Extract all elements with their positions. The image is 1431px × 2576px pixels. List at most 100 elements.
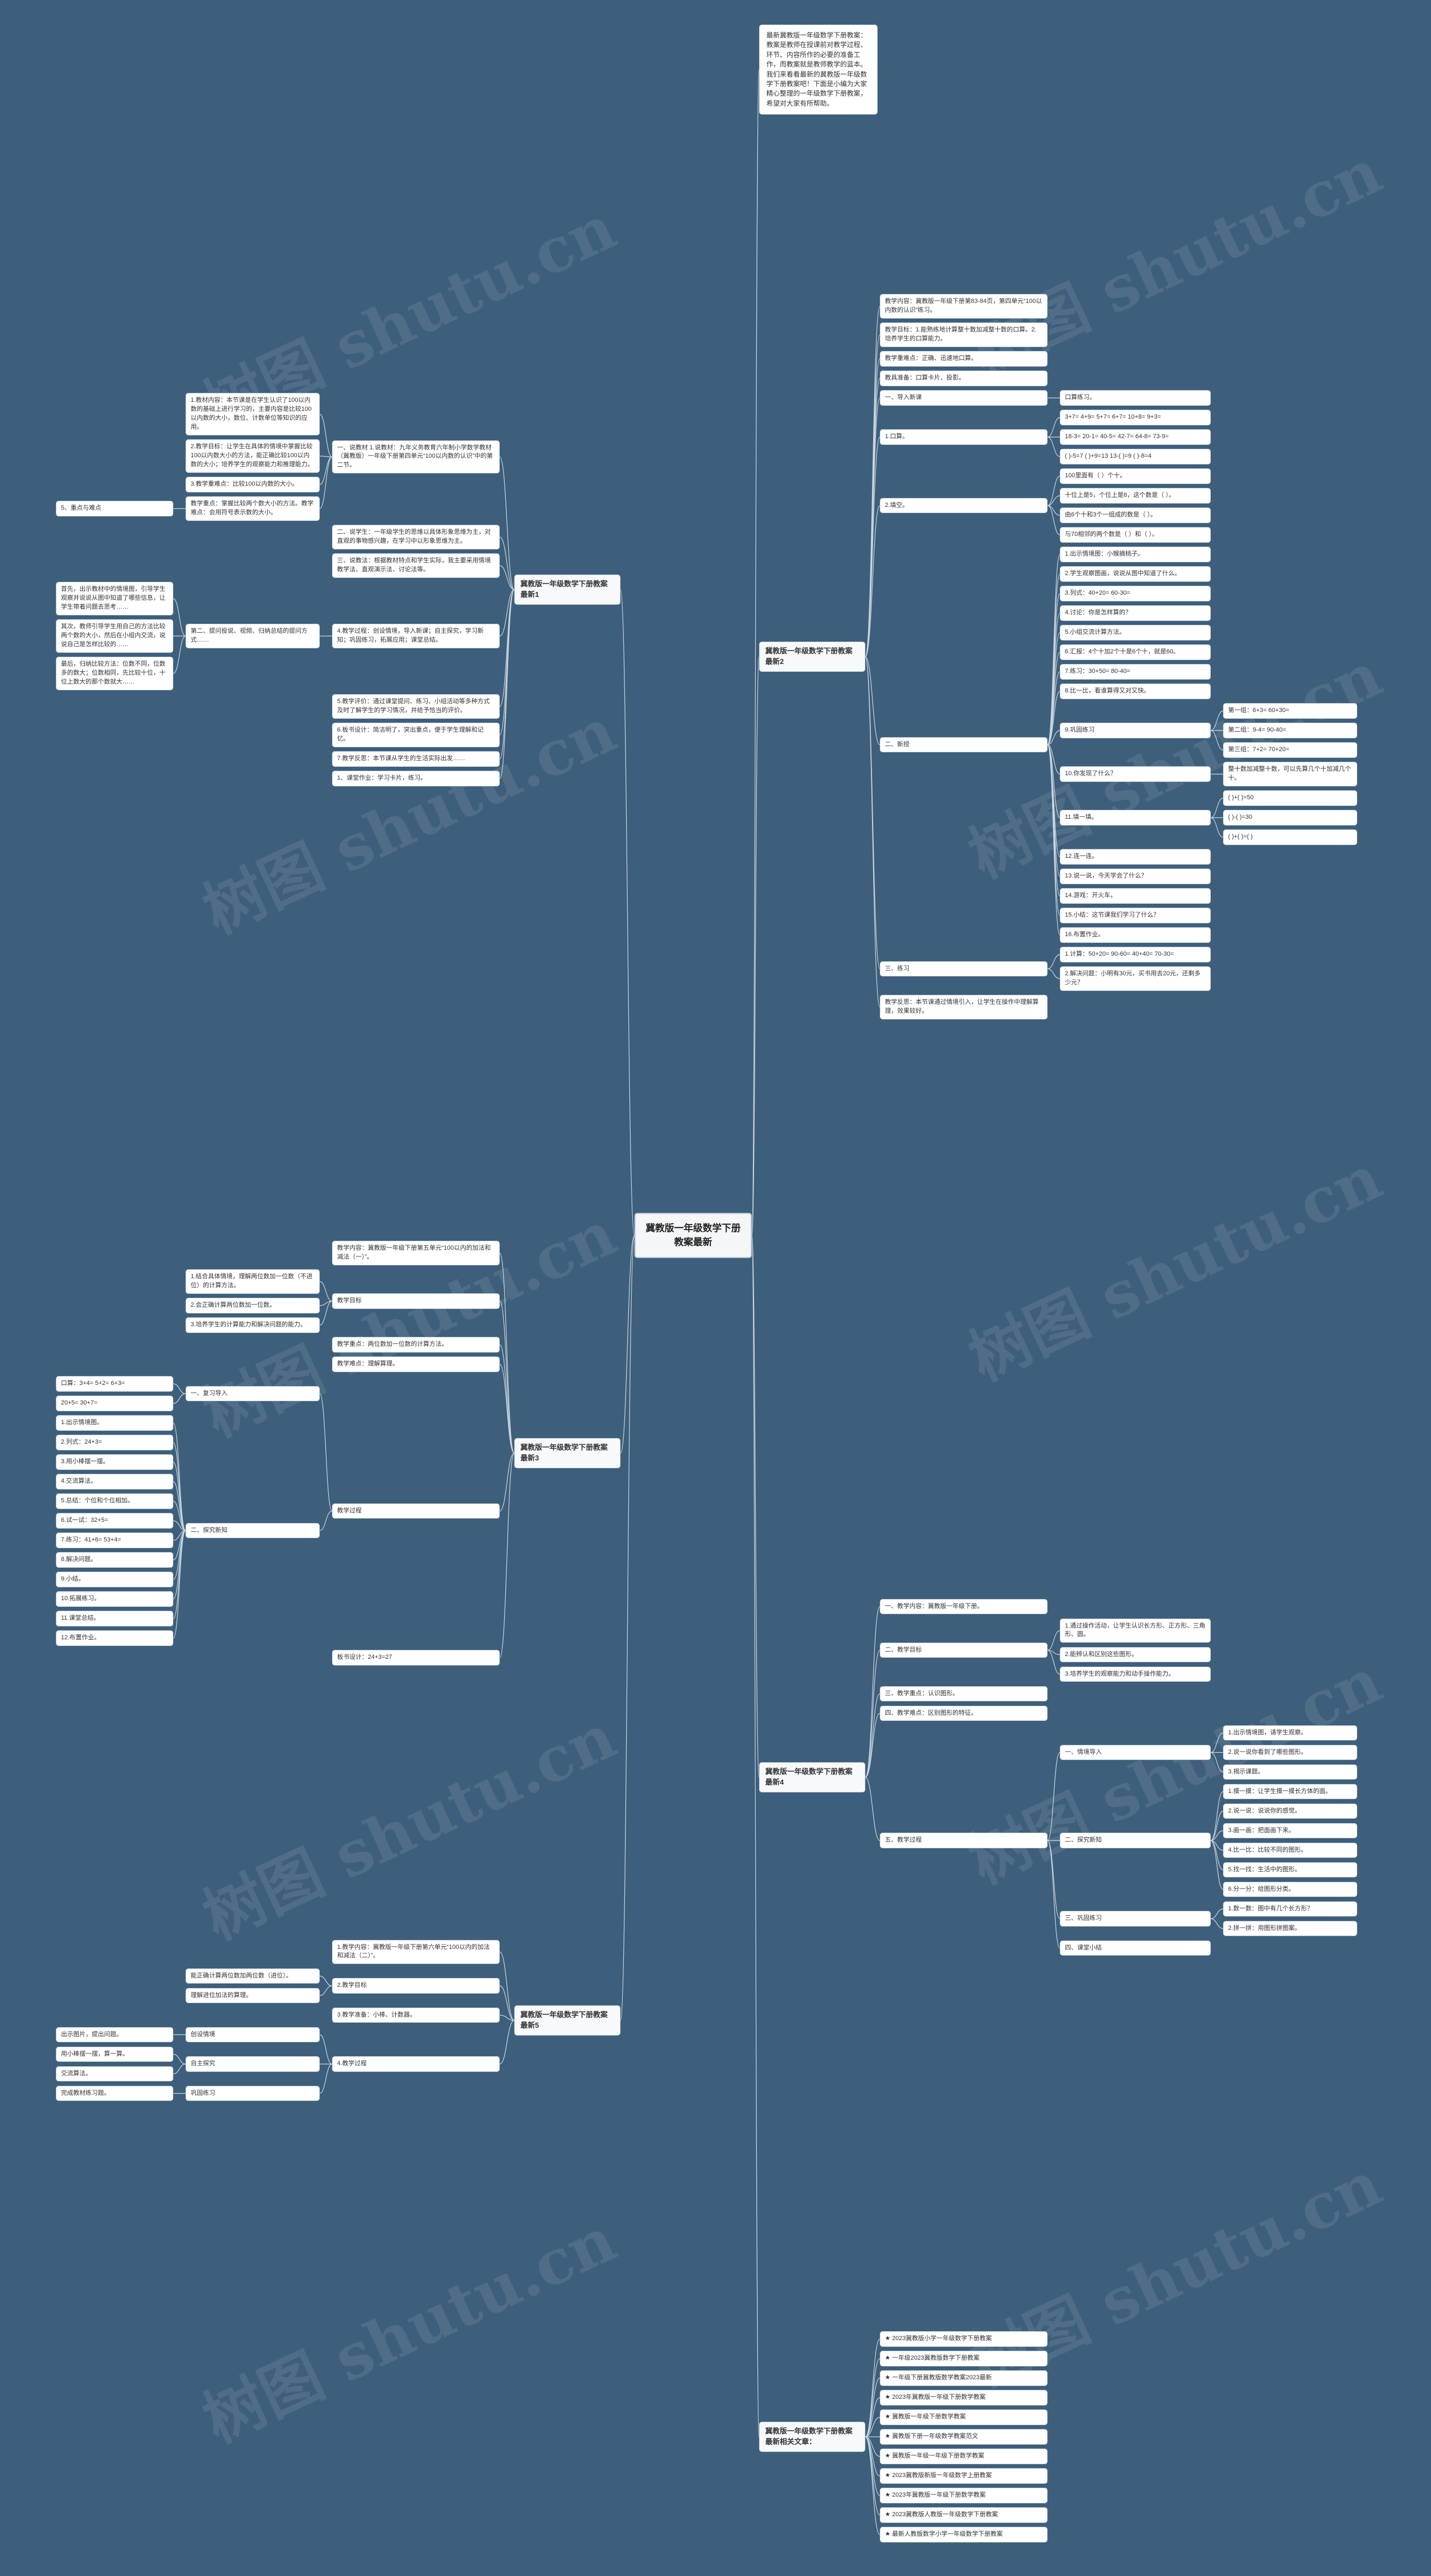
topic-node[interactable]: ★ 2023年冀教版一年级下册数学教案 — [880, 2488, 1048, 2503]
subtopic-node[interactable]: 10.拓展练习。 — [56, 1591, 173, 1607]
topic-node[interactable]: ★ 冀教版一年级下册数学教案 — [880, 2409, 1048, 2425]
subtopic-node[interactable]: 一、复习导入 — [186, 1386, 320, 1402]
subtopic-node[interactable]: 其次，教师引导学生用自己的方法比较两个数的大小，然后在小组内交流，说说自己是怎样… — [56, 619, 173, 653]
branch-topic-1[interactable]: 冀教版一年级数学下册教案最新1 — [514, 575, 620, 605]
subtopic-node[interactable]: 第二、提问投说、视频、归纳总结的提问方式…… — [186, 624, 320, 648]
subtopic-node[interactable]: 3.揭示课题。 — [1223, 1764, 1357, 1780]
subtopic-node[interactable]: 用小棒摆一摆，算一算。 — [56, 2046, 173, 2062]
subtopic-node[interactable]: 11.填一填。 — [1060, 810, 1211, 826]
subtopic-node[interactable]: 首先，出示教材中的情境图，引导学生观察并说说从图中知道了哪些信息，让学生带着问题… — [56, 582, 173, 615]
subtopic-node[interactable]: 3.培养学生的计算能力和解决问题的能力。 — [186, 1317, 320, 1333]
subtopic-node[interactable]: 1.计算：50+20= 90-60= 40+40= 70-30= — [1060, 947, 1211, 962]
subtopic-node[interactable]: 1.出示情境图，请学生观察。 — [1223, 1725, 1357, 1741]
subtopic-node[interactable]: 2.会正确计算两位数加一位数。 — [186, 1298, 320, 1313]
topic-node[interactable]: 教学难点：理解算理。 — [332, 1356, 500, 1372]
subtopic-node[interactable]: 6.试一试：32+5= — [56, 1513, 173, 1529]
topic-node[interactable]: 1.教学内容：冀教版一年级下册第六单元“100以内的加法和减法（二）”。 — [332, 1939, 500, 1965]
topic-node[interactable]: ★ 2023冀教版小学一年级数学下册教案 — [880, 2331, 1048, 2347]
subtopic-node[interactable]: 3.画一画：把面画下来。 — [1223, 1823, 1357, 1839]
subtopic-node[interactable]: 14.游戏：开火车。 — [1060, 888, 1211, 904]
topic-node[interactable]: 教具准备：口算卡片、投影。 — [880, 371, 1048, 386]
subtopic-node[interactable]: 18-3= 20-1= 40-5= 42-7= 64-8= 73-9= — [1060, 429, 1211, 445]
topic-node[interactable]: 5.教学评价：通过课堂提问、练习、小组活动等多种方式及时了解学生的学习情况，并给… — [332, 694, 500, 719]
subtopic-node[interactable]: 口算：3+4= 5+2= 6+3= — [56, 1376, 173, 1392]
subtopic-node[interactable]: 四、课堂小结 — [1060, 1940, 1211, 1956]
subtopic-node[interactable]: 9.巩固练习 — [1060, 723, 1211, 738]
subtopic-node[interactable]: 7.练习：41+6= 53+4= — [56, 1533, 173, 1548]
subtopic-node[interactable]: 12.布置作业。 — [56, 1630, 173, 1646]
topic-node[interactable]: 四、教学难点：区别图形的特征。 — [880, 1705, 1048, 1721]
subtopic-node[interactable]: 整十数加减整十数，可以先算几个十加减几个十。 — [1223, 762, 1357, 786]
topic-node[interactable]: 二、说学生：一年级学生的思维以具体形象思维为主，对直观的事物感兴趣，在学习中以形… — [332, 525, 500, 549]
subtopic-node[interactable]: 出示图片，提出问题。 — [56, 2027, 173, 2043]
subtopic-node[interactable]: 7.练习：30+50= 80-40= — [1060, 664, 1211, 680]
topic-node[interactable]: 3.教学准备：小棒、计数器。 — [332, 2007, 500, 2023]
subtopic-node[interactable]: 6.汇报：4个十加2个十是6个十，就是60。 — [1060, 644, 1211, 660]
subtopic-node[interactable]: 5.找一找：生活中的图形。 — [1223, 1862, 1357, 1878]
subtopic-node[interactable]: 由6个十和3个一组成的数是（ ）。 — [1060, 507, 1211, 523]
topic-node[interactable]: 五、教学过程 — [880, 1833, 1048, 1848]
subtopic-node[interactable]: ( )-5=7 ( )+9=13 13-( )=9 ( )-8=4 — [1060, 449, 1211, 464]
root-topic[interactable]: 冀教版一年级数学下册教案最新 — [634, 1213, 752, 1259]
topic-node[interactable]: 6.板书设计：简洁明了，突出重点，便于学生理解和记忆。 — [332, 723, 500, 747]
subtopic-node[interactable]: 10.你发现了什么？ — [1060, 766, 1211, 782]
topic-node[interactable]: ★ 冀教版下册一年级数学教案范文 — [880, 2429, 1048, 2445]
subtopic-node[interactable]: 3.用小棒摆一摆。 — [56, 1454, 173, 1470]
subtopic-node[interactable]: 创设情境 — [186, 2027, 320, 2043]
subtopic-node[interactable]: 第一组：6+3= 60+30= — [1223, 703, 1357, 719]
subtopic-node[interactable]: 9.小结。 — [56, 1572, 173, 1587]
subtopic-node[interactable]: 2.拼一拼：用图形拼图案。 — [1223, 1920, 1357, 1937]
branch-topic-4[interactable]: 冀教版一年级数学下册教案最新4 — [759, 1762, 865, 1792]
subtopic-node[interactable]: 2.列式：24+3= — [56, 1435, 173, 1450]
topic-node[interactable]: 二、教学目标 — [880, 1642, 1048, 1658]
subtopic-node[interactable]: 理解进位加法的算理。 — [186, 1987, 320, 2004]
topic-node[interactable]: 2.教学目标 — [332, 1978, 500, 1994]
subtopic-node[interactable]: 8.比一比，看谁算得又对又快。 — [1060, 684, 1211, 699]
subtopic-node[interactable]: 1.结合具体情境，理解两位数加一位数（不进位）的计算方法。 — [186, 1269, 320, 1294]
subtopic-node[interactable]: 完成教材练习题。 — [56, 2085, 173, 2101]
subtopic-node[interactable]: ( )+( )=( ) — [1223, 829, 1357, 845]
subtopic-node[interactable]: 20+5= 30+7= — [56, 1396, 173, 1411]
subtopic-node[interactable]: 2.能辨认和区别这些图形。 — [1060, 1647, 1211, 1663]
subtopic-node[interactable]: 100里面有（ ）个十。 — [1060, 468, 1211, 484]
subtopic-node[interactable]: 16.布置作业。 — [1060, 927, 1211, 943]
subtopic-node[interactable]: 3+7= 4+9= 5+7= 6+7= 10+8= 9+3= — [1060, 410, 1211, 425]
subtopic-node[interactable]: 5.小组交流计算方法。 — [1060, 625, 1211, 641]
subtopic-node[interactable]: 3.列式：40+20= 60-30= — [1060, 586, 1211, 601]
subtopic-node[interactable]: 能正确计算两位数加两位数（进位）。 — [186, 1968, 320, 1984]
subtopic-node[interactable]: 5、重点与难点 — [56, 501, 173, 516]
subtopic-node[interactable]: 1.摸一摸：让学生摸一摸长方体的面。 — [1223, 1783, 1357, 1800]
topic-node[interactable]: 二、新授 — [880, 737, 1048, 753]
topic-node[interactable]: 一、说教材 1.说教材：九年义务教育六年制小学数学教材（冀教版）一年级下册第四单… — [332, 440, 500, 474]
subtopic-node[interactable]: 与70相邻的两个数是（ ）和（ ）。 — [1060, 527, 1211, 543]
subtopic-node[interactable]: 交流算法。 — [56, 2066, 173, 2082]
subtopic-node[interactable]: 1.通过操作活动，让学生认识长方形、正方形、三角形、圆。 — [1060, 1618, 1211, 1643]
topic-node[interactable]: ★ 冀教版一年级一年级下册数学教案 — [880, 2449, 1048, 2464]
topic-node[interactable]: 板书设计：24+3=27 — [332, 1650, 500, 1666]
subtopic-node[interactable]: 2.教学目标：让学生在具体的情境中掌握比较100以内数大小的方法，能正确比较10… — [186, 439, 320, 473]
branch-topic-2[interactable]: 冀教版一年级数学下册教案最新2 — [759, 642, 865, 672]
subtopic-node[interactable]: 8.解决问题。 — [56, 1552, 173, 1568]
topic-node[interactable]: 2.填空。 — [880, 497, 1048, 514]
branch-topic-3[interactable]: 冀教版一年级数学下册教案最新3 — [514, 1438, 620, 1468]
topic-node[interactable]: ★ 最新人教版数学小学一年级数学下册教案 — [880, 2527, 1048, 2542]
subtopic-node[interactable]: 15.小结：这节课我们学习了什么？ — [1060, 908, 1211, 923]
topic-node[interactable]: 一、教学内容：冀教版一年级下册。 — [880, 1598, 1048, 1615]
topic-node[interactable]: 教学内容：冀教版一年级下册第五单元“100以内的加法和减法（一）”。 — [332, 1241, 500, 1265]
topic-node[interactable]: 教学反思：本节课通过情境引入，让学生在操作中理解算理，效果较好。 — [880, 995, 1048, 1019]
subtopic-node[interactable]: 6.分一分：给图形分类。 — [1223, 1881, 1357, 1897]
subtopic-node[interactable]: 4.讨论：你是怎样算的？ — [1060, 605, 1211, 621]
subtopic-node[interactable]: 1.出示情境图。 — [56, 1415, 173, 1431]
subtopic-node[interactable]: 一、情境导入 — [1060, 1744, 1211, 1761]
topic-node[interactable]: ★ 2023冀教版人教版一年级数学下册教案 — [880, 2507, 1048, 2523]
subtopic-node[interactable]: 2.解决问题：小明有30元，买书用去20元，还剩多少元？ — [1060, 966, 1211, 991]
topic-node[interactable]: 4.教学过程 — [332, 2056, 500, 2072]
topic-node[interactable]: 4.教学过程：创设情境，导入新课；自主探究，学习新知；巩固练习，拓展应用；课堂总… — [332, 624, 500, 648]
subtopic-node[interactable]: 2.学生观察图画，说说从图中知道了什么。 — [1060, 566, 1211, 582]
subtopic-node[interactable]: 2.说一说你看到了哪些图形。 — [1223, 1744, 1357, 1761]
subtopic-node[interactable]: 3.教学重难点：比较100以内数的大小。 — [186, 477, 320, 492]
subtopic-node[interactable]: 13.说一说，今天学会了什么？ — [1060, 869, 1211, 884]
topic-node[interactable]: 三、练习 — [880, 961, 1048, 977]
subtopic-node[interactable]: 二、探究新知 — [186, 1522, 320, 1539]
subtopic-node[interactable]: 5.总结：个位和个位相加。 — [56, 1493, 173, 1509]
